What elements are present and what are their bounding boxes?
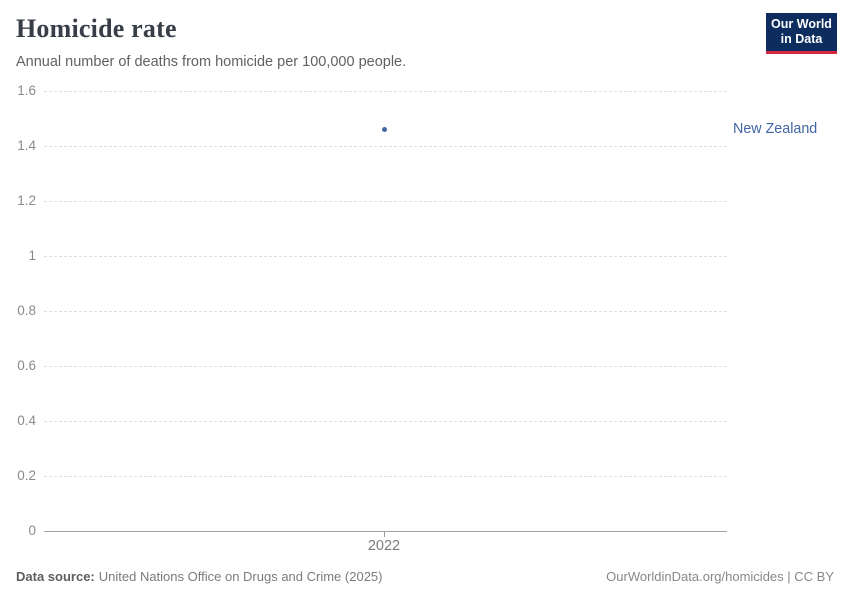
gridline [44, 256, 727, 257]
data-point-new-zealand[interactable] [382, 127, 387, 132]
x-tick-mark [384, 532, 385, 537]
y-tick-label: 1.2 [17, 193, 36, 208]
owid-logo-line2: in Data [780, 32, 823, 46]
y-tick-label: 0.2 [17, 468, 36, 483]
gridline [44, 421, 727, 422]
chart-title: Homicide rate [16, 14, 177, 43]
gridline [44, 201, 727, 202]
data-source-text: United Nations Office on Drugs and Crime… [98, 569, 383, 584]
chart-subtitle: Annual number of deaths from homicide pe… [16, 54, 407, 70]
gridline [44, 311, 727, 312]
gridline [44, 366, 727, 367]
gridline [44, 476, 727, 477]
chart-footer: Data source: United Nations Office on Dru… [16, 569, 834, 585]
data-source-note: Data source: United Nations Office on Dru… [16, 569, 382, 585]
gridline [44, 91, 727, 92]
gridline [44, 146, 727, 147]
entity-label-new-zealand[interactable]: New Zealand [733, 121, 818, 137]
y-tick-label: 1 [28, 248, 36, 263]
y-tick-label: 1.4 [17, 138, 36, 153]
data-source-label: Data source: [16, 569, 95, 584]
y-tick-label: 1.6 [17, 83, 36, 98]
y-tick-label: 0.8 [17, 303, 36, 318]
credit-link[interactable]: OurWorldinData.org/homicides | CC BY [606, 569, 834, 584]
x-axis-line [44, 531, 727, 532]
y-tick-label: 0.4 [17, 413, 36, 428]
y-tick-label: 0.6 [17, 358, 36, 373]
y-tick-label: 0 [28, 523, 36, 538]
owid-logo[interactable]: Our World in Data [766, 13, 837, 54]
x-tick-label: 2022 [367, 538, 401, 554]
owid-logo-line1: Our World [771, 17, 832, 31]
